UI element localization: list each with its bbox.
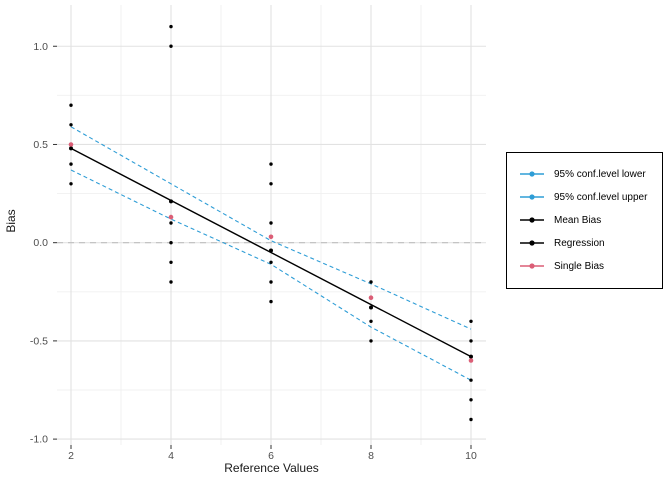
y-tick-label: 0.5 bbox=[33, 139, 48, 151]
single-bias-point bbox=[368, 295, 374, 301]
mean-bias-point bbox=[169, 199, 173, 204]
bias-values-point bbox=[269, 280, 273, 284]
bias-values-point bbox=[269, 221, 273, 225]
legend-label: 95% conf.level upper bbox=[554, 191, 648, 203]
bias-values-point bbox=[469, 398, 473, 402]
x-tick-label: 6 bbox=[268, 450, 274, 462]
legend-item-conf-level-lower: 95% conf.level lower bbox=[519, 168, 656, 180]
bias-values-point bbox=[369, 319, 373, 323]
legend-box: 95% conf.level lower 95% conf.level uppe… bbox=[506, 152, 663, 289]
single-bias-point bbox=[68, 142, 74, 147]
line-dot-key-icon bbox=[520, 194, 544, 200]
legend-label: Mean Bias bbox=[554, 214, 602, 226]
bias-values-point bbox=[369, 280, 373, 284]
single-bias-point bbox=[268, 234, 274, 240]
single-bias-point bbox=[468, 358, 474, 363]
legend-item-conf-level-upper: 95% conf.level upper bbox=[519, 191, 656, 203]
bias-values-point bbox=[69, 162, 73, 166]
line-dot-key-icon bbox=[520, 263, 544, 269]
line-dot-key-icon bbox=[520, 171, 544, 177]
bias-values-point bbox=[169, 221, 173, 225]
bias-values-point bbox=[169, 44, 173, 48]
line-dot-key-icon bbox=[520, 217, 544, 223]
bias-values-point bbox=[169, 24, 173, 29]
bias-values-point bbox=[69, 182, 73, 186]
y-tick-label: -1.0 bbox=[30, 434, 48, 446]
mean-bias-point bbox=[469, 354, 473, 359]
legend-label: Single Bias bbox=[554, 260, 605, 272]
bias-values-point bbox=[269, 182, 273, 186]
bias-values-point bbox=[69, 123, 73, 127]
x-tick-label: 4 bbox=[168, 450, 174, 462]
legend-item-single-bias: Single Bias bbox=[519, 260, 656, 272]
y-axis-title-text: Bias bbox=[4, 209, 18, 233]
bias-values-point bbox=[469, 339, 473, 343]
bias-values-point bbox=[469, 319, 473, 323]
legend-label: Regression bbox=[554, 237, 605, 249]
bias-values-point bbox=[369, 339, 373, 343]
mean-bias-point bbox=[369, 305, 373, 310]
x-axis-title: Reference Values bbox=[224, 461, 319, 475]
legend-item-regression: Regression bbox=[519, 237, 656, 249]
bias-values-point bbox=[269, 162, 273, 166]
bias-values-point bbox=[169, 241, 173, 245]
y-tick-label: 0.0 bbox=[33, 237, 48, 249]
mean-bias-point bbox=[269, 248, 273, 253]
legend-label: 95% conf.level lower bbox=[554, 168, 646, 180]
y-tick-label: -0.5 bbox=[30, 335, 48, 347]
single-bias-point bbox=[168, 214, 174, 220]
y-tick-label: 1.0 bbox=[33, 41, 48, 53]
bias-values-point bbox=[169, 280, 173, 284]
x-tick-label: 8 bbox=[368, 450, 374, 462]
bias-values-point bbox=[469, 378, 473, 382]
bias-values-point bbox=[69, 103, 73, 107]
line-dot-key-icon bbox=[520, 240, 544, 246]
bias-values-point bbox=[469, 417, 473, 422]
bias-values-point bbox=[269, 260, 273, 264]
bias-values-point bbox=[169, 260, 173, 264]
legend-item-mean-bias: Mean Bias bbox=[519, 214, 656, 226]
mean-bias-point bbox=[69, 146, 73, 151]
bias-values-point bbox=[269, 299, 273, 304]
x-tick-label: 10 bbox=[465, 450, 477, 462]
x-tick-label: 2 bbox=[68, 450, 74, 462]
